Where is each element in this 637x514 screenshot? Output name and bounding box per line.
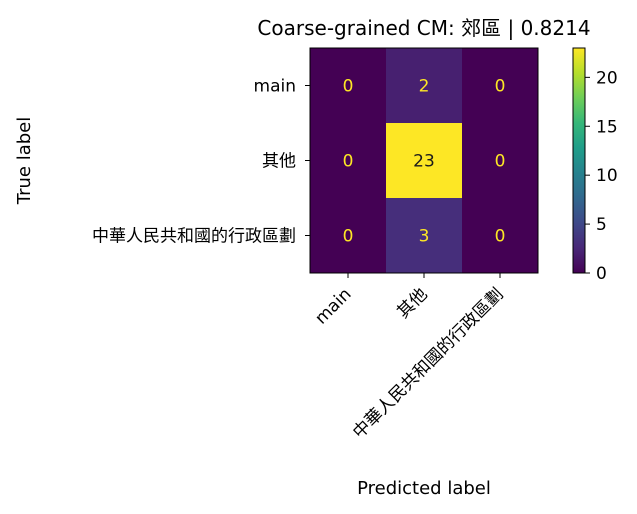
heatmap-cell (386, 48, 462, 123)
heatmap-cell (386, 198, 462, 273)
heatmap-cell (462, 48, 538, 123)
colorbar-tick-label: 20 (596, 68, 618, 88)
colorbar-tick-label: 5 (596, 215, 607, 235)
heatmap-cell (462, 198, 538, 273)
heatmap-cell (310, 48, 386, 123)
colorbar-ticks: 0 5 10 15 20 (585, 68, 618, 284)
cell-value-label: 0 (495, 227, 506, 247)
cell-value-label: 0 (343, 77, 354, 97)
chart-title: Coarse-grained CM: 郊區 | 0.8214 (257, 16, 590, 40)
heatmap-cell (310, 198, 386, 273)
colorbar-tick-label: 0 (596, 264, 607, 284)
cell-value-label: 0 (343, 152, 354, 172)
colorbar (572, 47, 586, 274)
heatmap-cells: 0 2 0 0 23 0 0 3 0 (310, 48, 538, 273)
cell-value-label: 2 (419, 77, 430, 97)
y-axis-label: True label (14, 117, 35, 206)
y-tick-label: 其他 (262, 152, 296, 172)
heatmap-cell (386, 123, 462, 198)
colorbar-tick-label: 10 (596, 166, 618, 186)
heatmap-cell (462, 123, 538, 198)
cell-value-label: 0 (495, 77, 506, 97)
y-tick-label: main (254, 77, 296, 97)
cell-value-label: 0 (495, 152, 506, 172)
cell-value-label: 3 (419, 227, 430, 247)
x-axis-label: Predicted label (357, 478, 491, 499)
x-tick-label: 其他 (393, 284, 431, 322)
x-tick-label: 中華人民共和國的行政區劃 (349, 284, 507, 442)
y-tick-label: 中華人民共和國的行政區劃 (92, 227, 296, 247)
colorbar-tick-label: 15 (596, 117, 618, 137)
cell-value-label: 0 (343, 227, 354, 247)
x-tick-label: main (311, 284, 355, 328)
cell-value-label: 23 (413, 152, 435, 172)
heatmap-cell (310, 123, 386, 198)
